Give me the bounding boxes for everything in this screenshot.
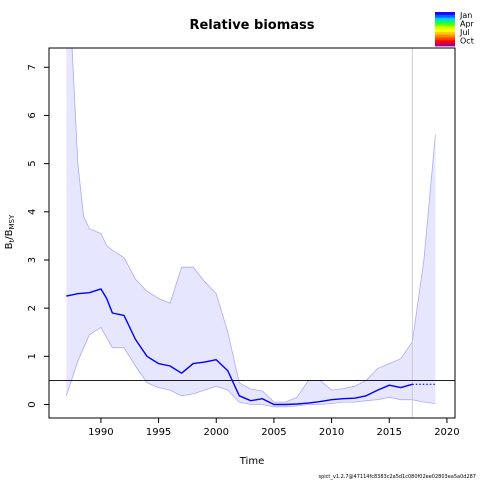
upper-ci-line	[66, 48, 436, 403]
x-tick-label: 1990	[88, 427, 113, 438]
legend-color-swatch	[435, 14, 455, 19]
y-label-sub1: t	[8, 239, 16, 242]
biomass-estimate-line	[66, 288, 413, 406]
legend-color-swatch	[435, 34, 455, 38]
legend-color-swatch	[435, 23, 455, 27]
legend-color-swatch	[435, 37, 455, 41]
y-tick-label: 5	[27, 160, 38, 166]
y-tick-label: 6	[27, 112, 38, 118]
x-tick-label: 2010	[319, 427, 344, 438]
legend-month-label: Jan	[459, 11, 472, 20]
y-axis: 0 1 2 3 4 5 6 7	[27, 64, 49, 408]
x-tick-label: 2015	[377, 427, 402, 438]
legend-month-label: Oct	[460, 37, 474, 46]
y-tick-label: 2	[27, 305, 38, 311]
y-tick-label: 4	[27, 209, 38, 215]
x-tick-label: 1995	[146, 427, 171, 438]
x-tick-label: 2005	[261, 427, 286, 438]
y-tick-label: 0	[27, 401, 38, 407]
y-label-main: B	[4, 242, 15, 249]
y-label-sep: /B	[4, 229, 15, 239]
y-label-sub2: MSY	[8, 214, 16, 229]
x-axis-label: Time	[239, 456, 264, 467]
legend-month-label: Jul	[459, 28, 470, 37]
confidence-band	[66, 48, 436, 407]
x-tick-label: 2000	[204, 427, 229, 438]
y-axis-label: Bt/BMSY	[4, 214, 16, 249]
legend-color-swatch	[435, 17, 455, 21]
plot-area	[49, 48, 455, 418]
y-tick-label: 3	[27, 257, 38, 263]
y-tick-label: 1	[27, 353, 38, 359]
legend-color-swatch	[435, 31, 455, 36]
legend-color-swatch	[435, 43, 455, 47]
legend-color-swatch	[435, 26, 455, 30]
legend-month-label: Apr	[460, 20, 475, 29]
legend-color-swatch	[435, 12, 455, 16]
legend-color-swatch	[435, 29, 455, 33]
plot-frame	[48, 47, 456, 419]
y-tick-label: 7	[27, 64, 38, 70]
legend-color-swatch	[435, 40, 455, 44]
x-axis: 1990 1995 2000 2005 2010 2015 2020	[88, 418, 460, 438]
lower-ci-line	[65, 326, 436, 408]
x-tick-label: 2020	[434, 427, 459, 438]
version-footer: spict_v1.2.7@47114fc8383c2a5d1c080f02ee0…	[319, 474, 477, 480]
chart-title: Relative biomass	[189, 18, 314, 33]
legend-color-swatch	[435, 20, 455, 24]
